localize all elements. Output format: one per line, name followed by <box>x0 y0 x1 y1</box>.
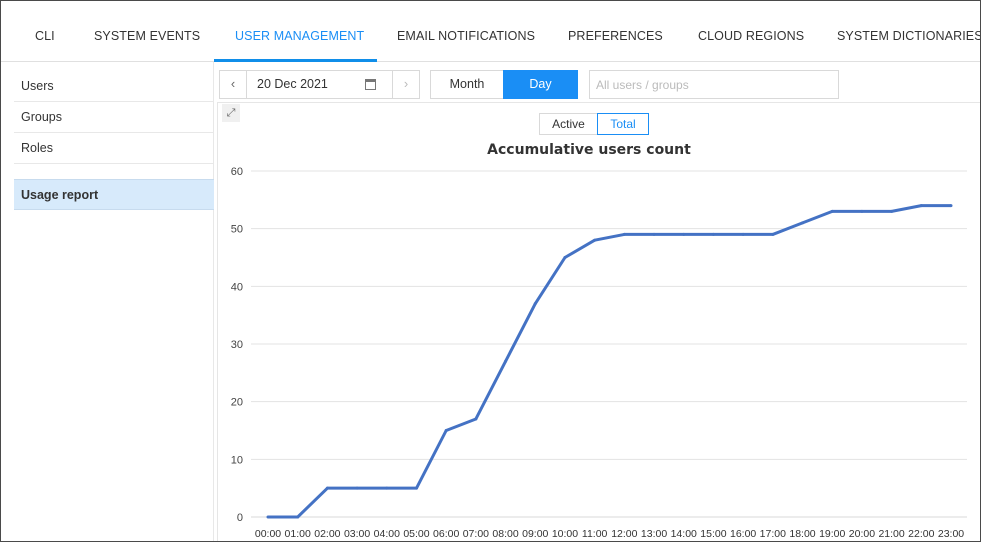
chevron-right-icon[interactable]: › <box>392 71 419 98</box>
data-point <box>682 232 686 236</box>
y-tick-label: 10 <box>231 454 243 466</box>
date-navigator: ‹ 20 Dec 2021 › <box>219 70 420 99</box>
data-point <box>325 486 329 490</box>
tab-system-dictionaries[interactable]: SYSTEM DICTIONARIES <box>837 29 981 43</box>
calendar-icon[interactable] <box>365 79 376 90</box>
x-tick-label: 21:00 <box>878 528 904 540</box>
x-tick-label: 20:00 <box>849 528 875 540</box>
tab-cli[interactable]: CLI <box>35 29 55 43</box>
x-tick-label: 07:00 <box>463 528 489 540</box>
data-point <box>622 232 626 236</box>
x-tick-label: 17:00 <box>760 528 786 540</box>
x-tick-label: 19:00 <box>819 528 845 540</box>
x-tick-label: 08:00 <box>492 528 518 540</box>
x-tick-label: 03:00 <box>344 528 370 540</box>
sidebar-item-users[interactable]: Users <box>14 71 214 102</box>
chart-title: Accumulative users count <box>487 142 691 158</box>
x-tick-label: 22:00 <box>908 528 934 540</box>
data-point <box>563 256 567 259</box>
x-tick-label: 02:00 <box>314 528 340 540</box>
y-tick-label: 30 <box>231 339 243 351</box>
data-point <box>711 232 715 236</box>
x-tick-label: 10:00 <box>552 528 578 540</box>
toggle-total-button[interactable]: Total <box>597 113 649 135</box>
x-tick-label: 11:00 <box>582 528 608 540</box>
y-tick-label: 20 <box>231 397 243 409</box>
sidebar-item-roles[interactable]: Roles <box>14 133 214 164</box>
toggle-active-button[interactable]: Active <box>539 113 598 135</box>
sidebar-item-usage-report[interactable]: Usage report <box>14 179 214 210</box>
sidebar: Users Groups Roles Usage report <box>2 62 214 541</box>
data-point <box>385 486 389 490</box>
data-point <box>949 204 953 208</box>
x-tick-label: 18:00 <box>789 528 815 540</box>
data-point <box>355 486 359 490</box>
x-tick-label: 09:00 <box>522 528 548 540</box>
data-point <box>919 204 923 208</box>
data-point <box>296 515 300 519</box>
y-tick-label: 0 <box>237 512 243 524</box>
x-tick-label: 15:00 <box>700 528 726 540</box>
chart-panel <box>217 102 980 541</box>
x-tick-label: 14:00 <box>671 528 697 540</box>
data-point <box>266 515 270 519</box>
top-tab-bar: CLI SYSTEM EVENTS USER MANAGEMENT EMAIL … <box>1 1 981 62</box>
data-point <box>593 238 597 242</box>
y-tick-label: 50 <box>231 224 243 236</box>
y-tick-label: 60 <box>231 166 243 178</box>
sidebar-item-groups[interactable]: Groups <box>14 102 214 133</box>
data-point <box>444 429 448 432</box>
tab-preferences[interactable]: PREFERENCES <box>568 29 663 43</box>
x-tick-label: 00:00 <box>255 528 281 540</box>
tab-system-events[interactable]: SYSTEM EVENTS <box>94 29 201 43</box>
y-tick-label: 40 <box>231 281 243 293</box>
data-point <box>801 221 805 225</box>
x-tick-label: 23:00 <box>938 528 964 540</box>
x-tick-label: 13:00 <box>641 528 667 540</box>
tab-user-management[interactable]: USER MANAGEMENT <box>235 29 365 43</box>
data-point <box>533 302 537 306</box>
data-point <box>771 232 775 236</box>
tab-email-notifications[interactable]: EMAIL NOTIFICATIONS <box>397 29 536 43</box>
data-point <box>652 232 656 236</box>
x-tick-label: 12:00 <box>611 528 637 540</box>
chevron-left-icon[interactable]: ‹ <box>220 71 247 98</box>
data-point <box>474 417 478 421</box>
tab-cloud-regions[interactable]: CLOUD REGIONS <box>698 29 805 43</box>
x-tick-label: 06:00 <box>433 528 459 540</box>
data-point <box>504 359 508 363</box>
active-tab-indicator <box>214 59 377 62</box>
period-day-button[interactable]: Day <box>503 70 578 99</box>
x-tick-label: 01:00 <box>285 528 311 540</box>
series-line <box>268 204 951 519</box>
users-groups-filter-input[interactable] <box>589 70 839 99</box>
data-point <box>830 209 834 213</box>
x-tick-label: 16:00 <box>730 528 756 540</box>
data-point <box>741 232 745 236</box>
x-tick-label: 04:00 <box>374 528 400 540</box>
data-point <box>890 209 894 213</box>
date-picker-value[interactable]: 20 Dec 2021 <box>257 77 328 91</box>
expand-icon[interactable]: ⤢ <box>222 104 240 122</box>
data-point <box>860 209 864 213</box>
period-month-button[interactable]: Month <box>430 70 504 99</box>
data-point <box>414 486 418 490</box>
x-tick-label: 05:00 <box>403 528 429 540</box>
